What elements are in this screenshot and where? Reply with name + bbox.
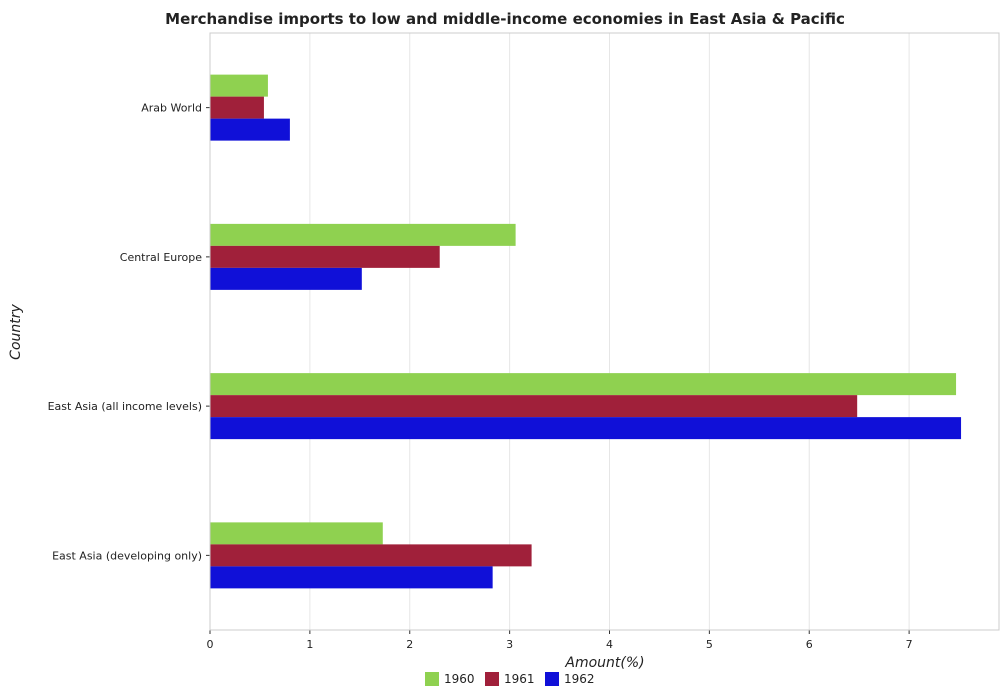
bar-1962-central-europe — [210, 267, 362, 290]
x-tick-label: 0 — [207, 638, 214, 651]
legend-swatch-1960 — [425, 672, 439, 686]
bar-1961-arab-world — [210, 96, 264, 119]
bar-1960-east-asia-all-income-levels — [210, 373, 957, 396]
grid — [209, 33, 910, 630]
legend-label-1960: 1960 — [444, 672, 475, 686]
bar-1962-east-asia-developing-only — [210, 566, 493, 589]
y-tick-label: Arab World — [141, 102, 202, 115]
bar-1960-central-europe — [210, 223, 516, 246]
legend-label-1962: 1962 — [564, 672, 595, 686]
chart-title: Merchandise imports to low and middle-in… — [165, 10, 845, 28]
x-ticks: 0 1 2 3 4 5 6 7 — [207, 630, 913, 651]
bar-1962-east-asia-all-income-levels — [210, 417, 962, 440]
bar-1960-east-asia-developing-only — [210, 522, 383, 545]
bar-1961-central-europe — [210, 245, 440, 268]
y-axis-label: Country — [8, 303, 24, 359]
legend-label-1961: 1961 — [504, 672, 535, 686]
bar-1961-east-asia-all-income-levels — [210, 395, 858, 418]
y-ticks: Arab World Central Europe East Asia (all i… — [48, 102, 210, 562]
x-tick-label: 4 — [606, 638, 613, 651]
x-tick-label: 5 — [706, 638, 713, 651]
bar-1962-arab-world — [210, 118, 290, 141]
y-tick-label: East Asia (all income levels) — [48, 400, 202, 413]
x-tick-label: 3 — [506, 638, 513, 651]
x-tick-label: 1 — [306, 638, 313, 651]
legend-swatch-1961 — [485, 672, 499, 686]
legend-swatch-1962 — [545, 672, 559, 686]
bar-1960-arab-world — [210, 74, 268, 97]
plot-area-border — [209, 32, 1000, 631]
y-tick-label: Central Europe — [120, 251, 202, 264]
x-tick-label: 7 — [906, 638, 913, 651]
bar-1961-east-asia-developing-only — [210, 544, 532, 567]
x-tick-label: 2 — [406, 638, 413, 651]
y-tick-label: East Asia (developing only) — [52, 549, 202, 562]
bars — [210, 74, 962, 589]
x-tick-label: 6 — [806, 638, 813, 651]
legend: 1960 1961 1962 — [425, 672, 595, 686]
x-axis-label: Amount(%) — [564, 655, 644, 671]
